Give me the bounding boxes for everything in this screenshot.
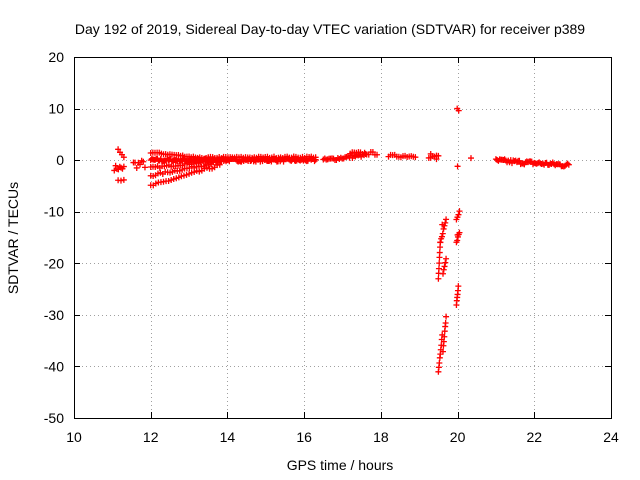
y-tick-label: -30 [44,307,64,323]
data-point [443,216,450,223]
data-point [438,233,445,240]
data-point [454,231,461,238]
data-point [141,164,148,171]
data-point [312,154,319,161]
data-point [440,266,447,273]
data-point [427,150,434,157]
data-point [454,163,461,170]
data-point [435,152,442,159]
x-tick-label: 18 [373,429,389,445]
axis-ticks: 10 12 14 16 18 20 22 24 -50 -40 -30 -20 -10 0 10 20 [44,49,619,445]
data-point [455,211,462,218]
x-tick-label: 14 [220,429,236,445]
data-point [467,155,474,162]
data-point [140,158,147,165]
data-points [111,105,572,375]
data-point [454,237,461,244]
data-point [133,164,140,171]
data-point [456,208,463,215]
data-point [439,270,446,277]
data-point [564,160,571,167]
x-tick-label: 10 [66,429,82,445]
plot-frame [74,57,612,419]
y-tick-label: -50 [44,410,64,426]
data-point [442,259,449,266]
x-tick-label: 24 [603,429,619,445]
y-tick-label: 10 [48,101,64,117]
data-point [439,230,446,237]
data-point [120,176,127,183]
data-point [565,161,572,168]
data-point [433,156,440,163]
y-tick-label: 0 [56,152,64,168]
data-point [120,163,127,170]
x-axis-label: GPS time / hours [287,457,394,473]
data-point [443,313,450,320]
data-point [455,107,462,114]
data-point [412,154,419,161]
data-point [442,319,449,326]
y-tick-label: -10 [44,204,64,220]
data-point [437,239,444,246]
data-point [441,333,448,340]
y-axis-label: SDTVAR / TECUs [5,182,21,294]
data-point [212,159,219,166]
x-tick-label: 16 [296,429,312,445]
data-point [436,260,443,267]
data-point [441,263,448,270]
data-point [115,146,122,153]
data-point [435,275,442,282]
x-tick-label: 22 [526,429,542,445]
data-point [442,219,449,226]
data-point [216,161,223,168]
y-tick-label: -20 [44,255,64,271]
y-tick-label: -40 [44,358,64,374]
data-point [443,255,450,262]
data-point [117,177,124,184]
data-point [120,154,127,161]
data-point [435,265,442,272]
data-point [440,225,447,232]
data-point [455,283,462,290]
chart-title: Day 192 of 2019, Sidereal Day-to-day VTE… [75,21,585,37]
data-point [374,151,381,158]
data-point [436,249,443,256]
data-point [439,221,446,228]
data-point [436,360,443,367]
data-point [137,161,144,168]
x-tick-label: 20 [450,429,466,445]
y-tick-label: 20 [48,49,64,65]
data-point [112,162,119,169]
data-point [439,348,446,355]
x-tick-label: 12 [143,429,159,445]
